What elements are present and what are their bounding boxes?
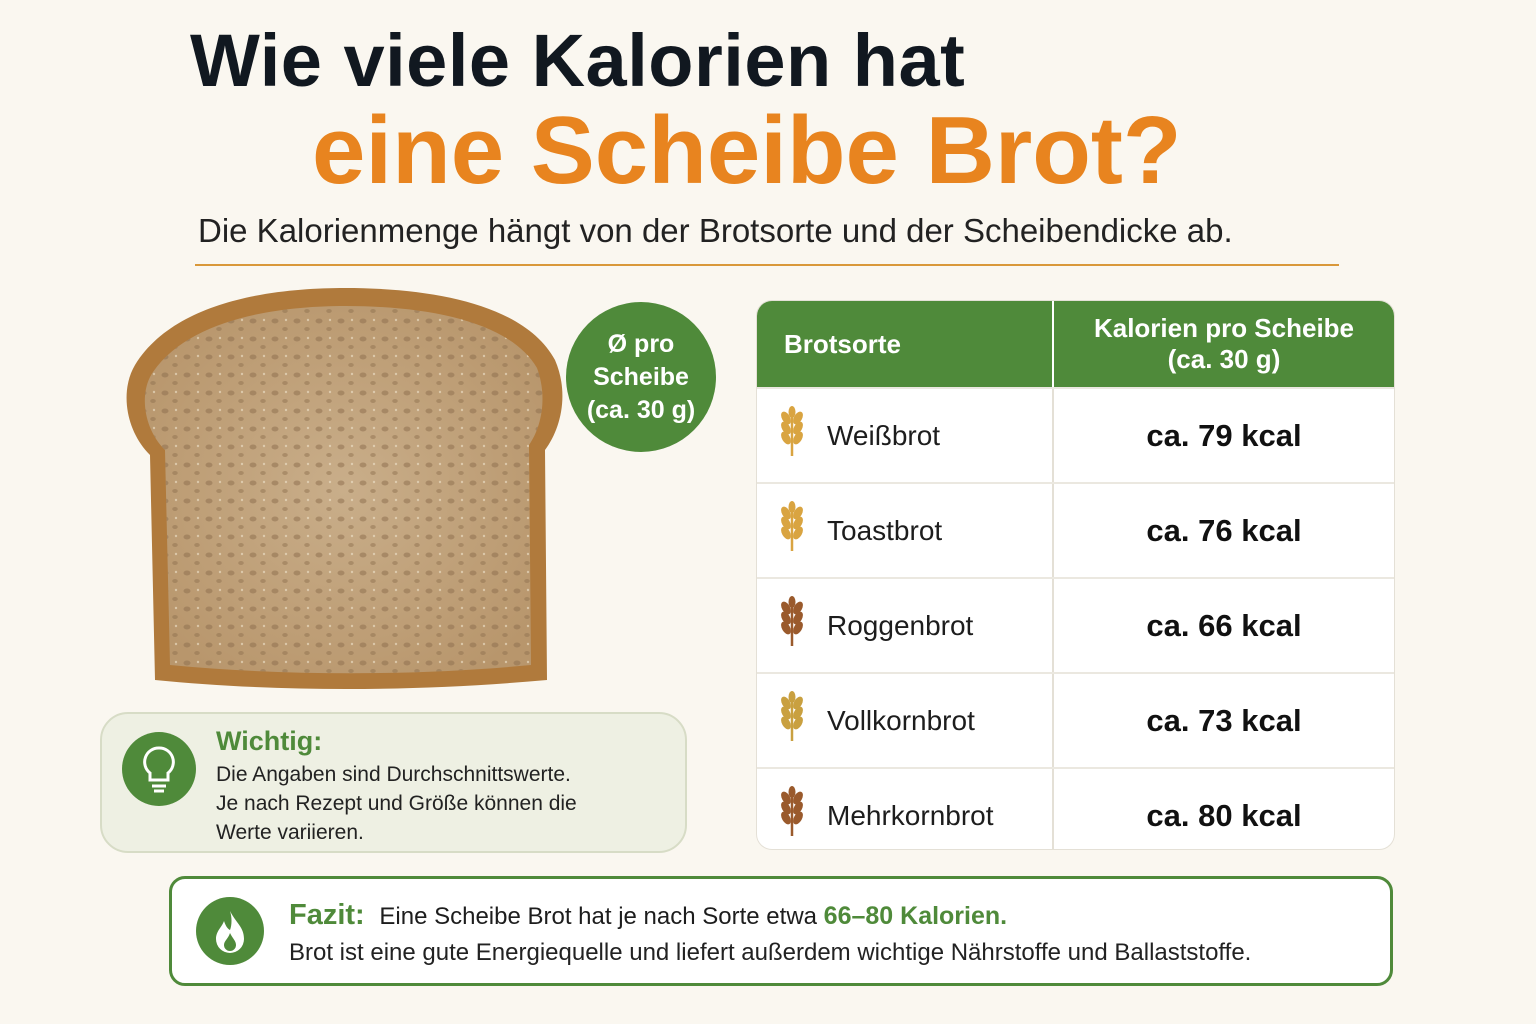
header-text: Brotsorte xyxy=(784,328,902,359)
table-header: Brotsorte Kalorien pro Scheibe (ca. 30 g… xyxy=(757,301,1394,387)
note-line: Die Angaben sind Durchschnittswerte. xyxy=(216,763,571,786)
bread-type-cell: Weißbrot xyxy=(757,389,1054,482)
title-line-2: eine Scheibe Brot? xyxy=(312,97,1182,204)
icon-wrap xyxy=(777,691,807,750)
bread-type-cell: Toastbrot xyxy=(757,484,1054,577)
subtitle: Die Kalorienmenge hängt von der Brotsort… xyxy=(198,212,1233,249)
conclusion-line: Fazit: Eine Scheibe Brot hat je nach Sor… xyxy=(289,899,1007,932)
badge: Ø pro Scheibe (ca. 30 g) xyxy=(566,302,716,452)
conclusion-line-2: Brot ist eine gute Energiequelle und lie… xyxy=(289,939,1252,966)
title-line-1: Wie viele Kalorien hat xyxy=(190,19,966,102)
conclusion-highlight: 66–80 Kalorien. xyxy=(823,902,1008,930)
table-row: Roggenbrot ca. 66 kcal xyxy=(757,577,1394,672)
note-line: Werte variieren. xyxy=(216,821,364,844)
table-body: Weißbrot ca. 79 kcal Toastbrot ca. 76 kcal R… xyxy=(757,387,1394,849)
note-box: Wichtig: Die Angaben sind Durchschnittsw… xyxy=(100,712,687,853)
header-text: Kalorien pro Scheibe xyxy=(1093,313,1355,343)
icon-wrap xyxy=(777,501,807,560)
icon-wrap xyxy=(777,596,807,655)
bread-type: Mehrkornbrot xyxy=(827,799,994,831)
bread-type-cell: Roggenbrot xyxy=(757,579,1054,672)
badge-line: (ca. 30 g) xyxy=(586,395,696,424)
table-row: Mehrkornbrot ca. 80 kcal xyxy=(757,767,1394,849)
table-row: Vollkornbrot ca. 73 kcal xyxy=(757,672,1394,767)
wheat-icon xyxy=(781,501,803,551)
wheat-icon xyxy=(781,691,803,741)
wheat-icon xyxy=(781,786,803,836)
calorie-cell: ca. 76 kcal xyxy=(1054,484,1394,577)
note-title: Wichtig: xyxy=(216,726,323,756)
lightbulb-icon xyxy=(122,732,196,806)
icon-wrap xyxy=(777,786,807,845)
divider xyxy=(195,264,1339,266)
badge-line: Scheibe xyxy=(593,362,689,391)
header-cell: Kalorien pro Scheibe (ca. 30 g) xyxy=(1054,301,1394,387)
calorie-value: ca. 66 kcal xyxy=(1146,607,1302,643)
calorie-cell: ca. 66 kcal xyxy=(1054,579,1394,672)
bread-type: Toastbrot xyxy=(827,514,943,546)
conclusion-box: Fazit: Eine Scheibe Brot hat je nach Sor… xyxy=(169,876,1393,986)
header-text: (ca. 30 g) xyxy=(1167,344,1281,374)
wheat-icon xyxy=(781,596,803,646)
calorie-value: ca. 79 kcal xyxy=(1146,417,1302,453)
wheat-icon xyxy=(781,406,803,456)
table-row: Weißbrot ca. 79 kcal xyxy=(757,387,1394,482)
bread-type-cell: Mehrkornbrot xyxy=(757,769,1054,849)
calorie-value: ca. 73 kcal xyxy=(1146,702,1302,738)
note-line: Je nach Rezept und Größe können die xyxy=(216,792,577,815)
calorie-cell: ca. 80 kcal xyxy=(1054,769,1394,849)
calorie-value: ca. 80 kcal xyxy=(1146,797,1302,833)
icon xyxy=(216,911,244,953)
calorie-cell: ca. 79 kcal xyxy=(1054,389,1394,482)
note-text: Die Angaben sind Durchschnittswerte. Je … xyxy=(216,760,577,847)
icon xyxy=(143,746,175,793)
calorie-cell: ca. 73 kcal xyxy=(1054,674,1394,767)
conclusion-text: Eine Scheibe Brot hat je nach Sorte etwa xyxy=(379,903,817,930)
header-cell: Brotsorte xyxy=(757,301,1054,387)
bread-illustration xyxy=(126,288,563,689)
badge-line: Ø pro xyxy=(607,329,675,358)
bread-type: Weißbrot xyxy=(827,419,941,451)
bread-type: Vollkornbrot xyxy=(827,704,975,736)
calorie-value: ca. 76 kcal xyxy=(1146,512,1302,548)
icon-wrap xyxy=(777,406,807,465)
flame-icon xyxy=(196,897,264,965)
bread-type: Roggenbrot xyxy=(827,609,974,641)
table-row: Toastbrot ca. 76 kcal xyxy=(757,482,1394,577)
conclusion-label: Fazit: xyxy=(289,899,365,931)
bread-type-cell: Vollkornbrot xyxy=(757,674,1054,767)
calorie-table: Brotsorte Kalorien pro Scheibe (ca. 30 g… xyxy=(756,300,1395,850)
